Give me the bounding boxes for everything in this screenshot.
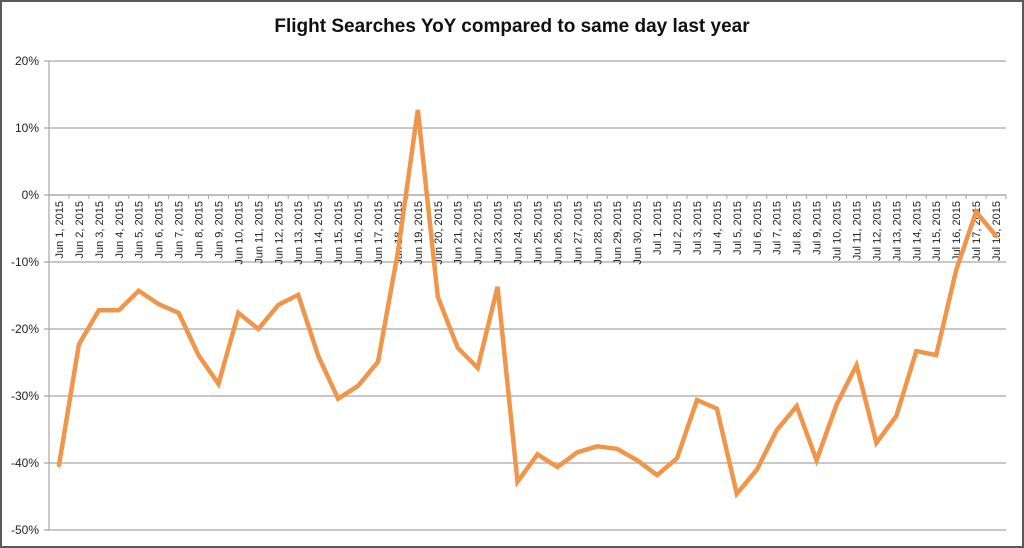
x-tick-label: Jul 1, 2015 <box>652 201 664 255</box>
y-tick-label: 10% <box>15 121 39 135</box>
x-tick-label: Jul 5, 2015 <box>732 201 744 255</box>
x-tick-label: Jul 13, 2015 <box>891 201 903 261</box>
x-tick-label: Jun 12, 2015 <box>273 201 285 265</box>
x-tick-label: Jun 2, 2015 <box>74 201 86 259</box>
x-tick-label: Jun 11, 2015 <box>253 201 265 264</box>
x-tick-label: Jul 9, 2015 <box>812 201 824 255</box>
x-tick-label: Jun 5, 2015 <box>134 201 146 259</box>
x-tick-label: Jun 4, 2015 <box>114 201 126 259</box>
x-tick-label: Jun 30, 2015 <box>632 201 644 265</box>
y-tick-label: -10% <box>11 255 39 269</box>
chart-title: Flight Searches YoY compared to same day… <box>274 16 750 37</box>
x-tick-label: Jul 6, 2015 <box>752 201 764 255</box>
x-tick-label: Jun 3, 2015 <box>94 201 106 259</box>
x-tick-label: Jul 8, 2015 <box>792 201 804 255</box>
y-tick-label: -20% <box>11 322 39 336</box>
x-tick-label: Jun 6, 2015 <box>154 201 166 259</box>
x-tick-label: Jul 15, 2015 <box>931 201 943 261</box>
x-tick-label: Jun 29, 2015 <box>612 201 624 265</box>
x-tick-label: Jun 26, 2015 <box>552 201 564 265</box>
x-tick-label: Jul 11, 2015 <box>851 201 863 260</box>
y-tick-label: 20% <box>15 54 39 68</box>
data-series <box>56 109 999 499</box>
x-tick-label: Jun 9, 2015 <box>213 201 225 259</box>
x-tick-label: Jun 23, 2015 <box>493 201 505 265</box>
x-tick-label: Jun 28, 2015 <box>592 201 604 265</box>
x-tick-label: Jun 14, 2015 <box>313 201 325 265</box>
x-tick-label: Jun 1, 2015 <box>54 201 66 259</box>
x-tick-label: Jun 25, 2015 <box>532 201 544 265</box>
x-tick-label: Jun 19, 2015 <box>413 201 425 265</box>
x-tick-label: Jul 2, 2015 <box>672 201 684 255</box>
series-line <box>56 109 999 499</box>
x-tick-label: Jun 24, 2015 <box>513 201 525 265</box>
y-tick-label: 0% <box>22 188 40 202</box>
x-tick-label: Jul 7, 2015 <box>772 201 784 255</box>
x-tick-label: Jul 12, 2015 <box>871 201 883 261</box>
x-tick-label: Jul 14, 2015 <box>911 201 923 261</box>
x-tick-label: Jul 4, 2015 <box>712 201 724 255</box>
y-tick-label: -50% <box>11 523 39 537</box>
x-tick-label: Jul 3, 2015 <box>692 201 704 255</box>
x-tick-label: Jun 15, 2015 <box>333 201 345 265</box>
x-tick-label: Jul 18, 2015 <box>991 201 1003 261</box>
gridlines <box>44 60 1006 531</box>
y-tick-label: -40% <box>11 456 39 470</box>
x-tick-label: Jul 10, 2015 <box>832 201 844 261</box>
x-tick-label: Jun 7, 2015 <box>174 201 186 259</box>
x-tick-label: Jun 21, 2015 <box>453 201 465 265</box>
x-tick-label: Jun 16, 2015 <box>353 201 365 265</box>
x-tick-label: Jul 16, 2015 <box>951 201 963 261</box>
x-tick-label: Jun 13, 2015 <box>293 201 305 265</box>
x-tick-label: Jun 17, 2015 <box>373 201 385 265</box>
x-tick-label: Jun 22, 2015 <box>473 201 485 265</box>
x-tick-label: Jun 10, 2015 <box>233 201 245 265</box>
x-tick-label: Jun 27, 2015 <box>572 201 584 265</box>
x-axis: Jun 1, 2015 Jun 2, 2015 Jun 3, 2015 Jun 4, … <box>48 194 1007 265</box>
x-tick-label: Jun 8, 2015 <box>194 201 206 259</box>
y-axis: 20% 10% 0% -10% -20% -30% -40% -50% <box>11 54 50 537</box>
y-tick-label: -30% <box>11 389 39 403</box>
x-tick-label: Jun 20, 2015 <box>433 201 445 265</box>
